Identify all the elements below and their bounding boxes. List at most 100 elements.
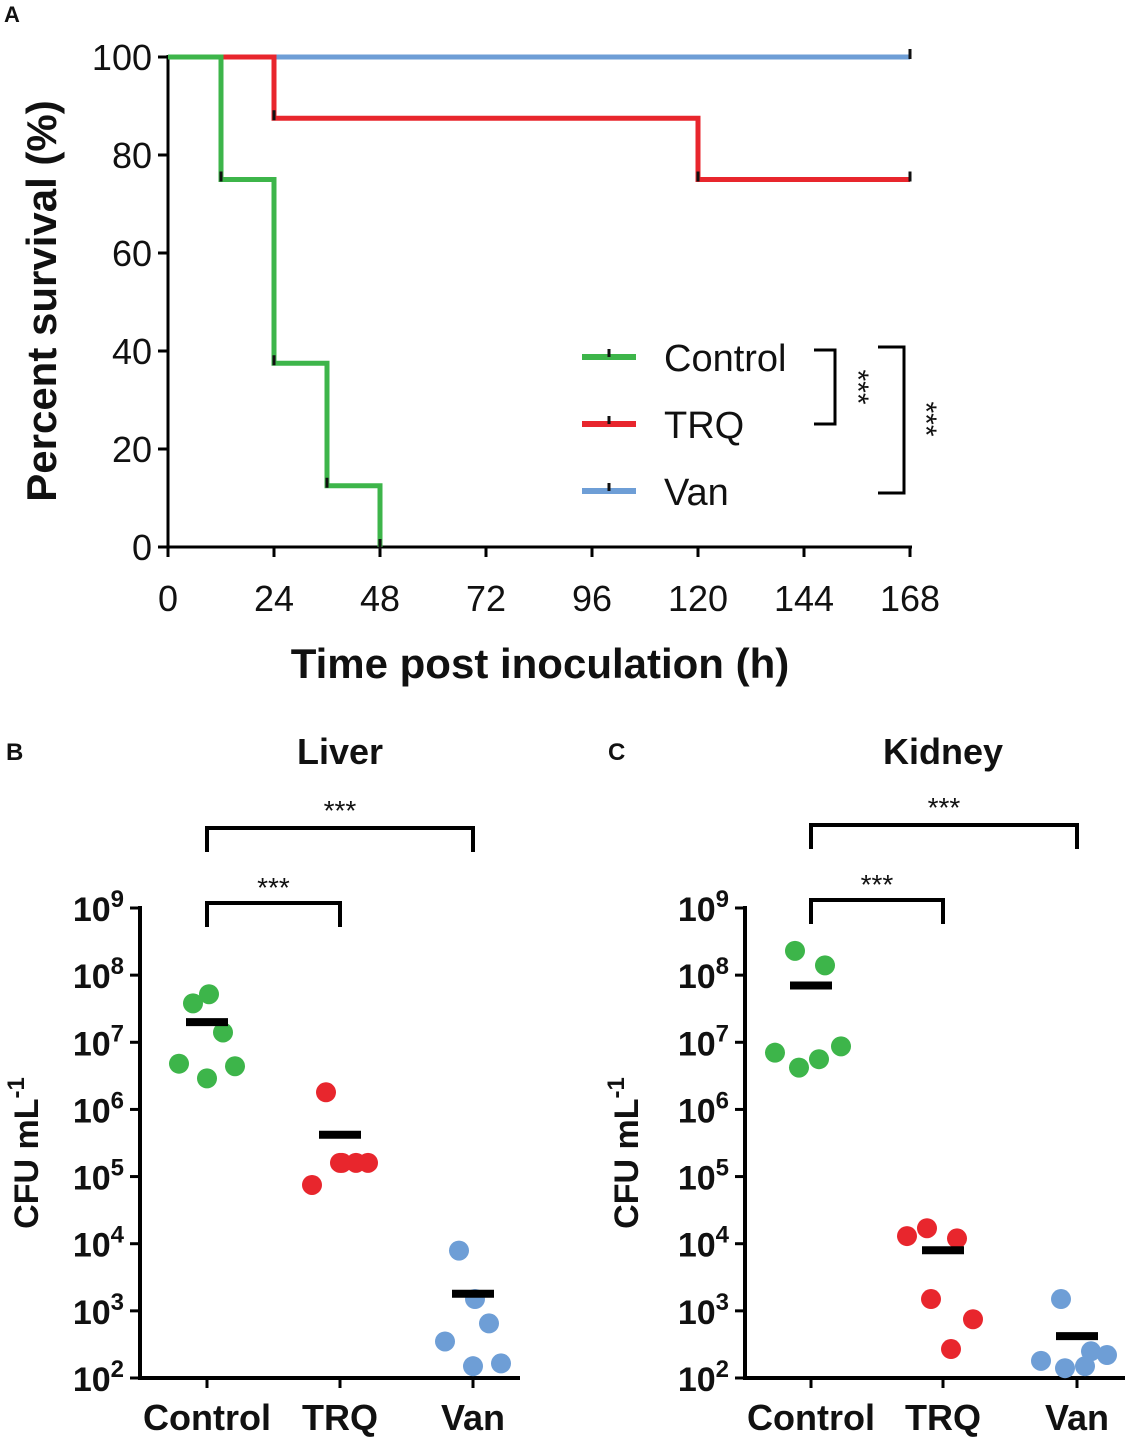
significance-bracket — [205, 826, 475, 852]
x-category-label: Control — [747, 1397, 875, 1437]
data-point-control — [831, 1036, 851, 1057]
significance-bracket — [809, 823, 1079, 849]
panel-a-legend-label-trq: TRQ — [664, 405, 744, 447]
y-tick-label: 105 — [678, 1155, 729, 1198]
y-tick-label: 102 — [73, 1356, 124, 1399]
significance-label: *** — [928, 792, 961, 823]
data-point-trq — [941, 1339, 961, 1360]
x-category-label: Control — [143, 1397, 271, 1437]
panel-c-letter: C — [608, 739, 625, 766]
data-point-control — [785, 940, 805, 961]
data-point-trq — [302, 1174, 322, 1195]
panel-a-axes: 0 20 40 60 80 100 0 24 48 72 96 120 144 168 — [92, 37, 940, 619]
y-tick-label: 109 — [678, 886, 729, 929]
data-point-control — [183, 993, 203, 1014]
significance-label: *** — [324, 795, 357, 826]
data-point-van — [435, 1331, 455, 1352]
data-point-van — [449, 1240, 469, 1261]
y-tick-label: 107 — [678, 1020, 729, 1063]
data-point-trq — [358, 1152, 378, 1173]
y-tick-label: 107 — [73, 1020, 124, 1063]
y-tick-label: 105 — [73, 1155, 124, 1198]
x-category-label: Van — [441, 1397, 505, 1437]
panel-b-letter: B — [6, 739, 23, 766]
data-point-van — [463, 1356, 483, 1377]
x-category-label: TRQ — [302, 1397, 378, 1437]
panel-a-x-axis-label: Time post inoculation (h) — [291, 640, 790, 687]
data-point-trq — [917, 1218, 937, 1239]
data-point-control — [213, 1022, 233, 1043]
y-axis-label: CFU mL-1 — [603, 1077, 646, 1229]
panel-a-legend-label-control: Control — [664, 338, 787, 380]
panel-a-y-axis-label: Percent survival (%) — [18, 100, 65, 502]
data-point-control — [809, 1049, 829, 1070]
significance-label: *** — [861, 869, 894, 900]
data-point-van — [1051, 1289, 1071, 1310]
panel-c-kidney-chart: C Kidney 102 103 104 105 106 107 108 109 CFU mL-… — [603, 731, 1125, 1437]
data-point-trq — [921, 1289, 941, 1310]
data-point-van — [1075, 1356, 1095, 1377]
panel-a-significance-label: *** — [841, 369, 874, 404]
data-point-van — [1097, 1345, 1117, 1366]
y-tick-label: 104 — [73, 1222, 125, 1265]
panel-a-x-tick-label: 24 — [254, 578, 294, 619]
x-category-label: TRQ — [905, 1397, 981, 1437]
panel-a-y-tick-label: 0 — [132, 527, 152, 568]
y-tick-label: 104 — [678, 1222, 730, 1265]
data-point-control — [789, 1057, 809, 1078]
panel-a-y-tick-label: 20 — [112, 429, 152, 470]
panel-a-x-tick-label: 144 — [774, 578, 834, 619]
significance-label: *** — [257, 872, 290, 903]
data-point-trq — [330, 1152, 350, 1173]
y-tick-label: 108 — [73, 953, 124, 996]
data-point-control — [197, 1068, 217, 1089]
significance-bracket — [205, 901, 342, 927]
panel-a-y-tick-label: 40 — [112, 331, 152, 372]
x-category-label: Van — [1045, 1397, 1109, 1437]
data-point-control — [199, 984, 219, 1005]
panel-a-x-tick-label: 48 — [360, 578, 400, 619]
y-tick-label: 102 — [678, 1356, 729, 1399]
data-point-control — [169, 1053, 189, 1074]
data-point-van — [491, 1353, 511, 1374]
panel-a-x-tick-label: 0 — [158, 578, 178, 619]
panel-c-title: Kidney — [883, 731, 1003, 772]
data-point-control — [765, 1042, 785, 1063]
panel-a-x-tick-label: 96 — [572, 578, 612, 619]
panel-a-y-tick-label: 80 — [112, 135, 152, 176]
y-tick-label: 106 — [678, 1087, 729, 1130]
panel-a-y-tick-label: 100 — [92, 37, 152, 78]
data-point-control — [225, 1056, 245, 1077]
panel-a-legend-label-van: Van — [664, 472, 729, 514]
panel-b-liver-chart: B Liver 102 103 104 105 106 107 108 109 CFU mL-1… — [3, 731, 520, 1437]
panel-a-letter: A — [4, 2, 20, 27]
panel-a-x-tick-label: 120 — [668, 578, 728, 619]
data-point-trq — [947, 1228, 967, 1249]
data-point-trq — [963, 1309, 983, 1330]
panel-a-survival-chart: A 0 20 40 60 80 100 0 24 48 72 96 120 144 168 Control… — [4, 2, 942, 687]
y-tick-label: 103 — [73, 1289, 124, 1332]
panel-a-x-tick-label: 72 — [466, 578, 506, 619]
significance-bracket — [809, 898, 945, 924]
data-point-trq — [897, 1226, 917, 1247]
panel-a-legend: Control TRQ Van *** *** — [582, 338, 942, 514]
panel-a-bracket-control-trq — [814, 348, 837, 426]
panel-a-series-line-trq — [168, 54, 910, 182]
panel-a-y-tick-label: 60 — [112, 233, 152, 274]
data-point-van — [1055, 1358, 1075, 1379]
y-tick-label: 106 — [73, 1087, 124, 1130]
panel-b-plot: 102 103 104 105 106 107 108 109 CFU mL-1 Control T… — [3, 795, 520, 1437]
panel-a-significance-label: *** — [909, 401, 942, 436]
data-point-van — [479, 1313, 499, 1334]
data-point-trq — [316, 1082, 336, 1103]
panel-a-x-tick-label: 168 — [880, 578, 940, 619]
y-axis-label: CFU mL-1 — [3, 1077, 46, 1229]
data-point-van — [1031, 1350, 1051, 1371]
panel-b-title: Liver — [297, 731, 383, 772]
panel-c-plot: 102 103 104 105 106 107 108 109 CFU mL-1 Control T… — [603, 792, 1125, 1437]
panel-a-series-line-control — [168, 54, 383, 547]
y-tick-label: 109 — [73, 886, 124, 929]
y-tick-label: 108 — [678, 953, 729, 996]
y-tick-label: 103 — [678, 1289, 729, 1332]
